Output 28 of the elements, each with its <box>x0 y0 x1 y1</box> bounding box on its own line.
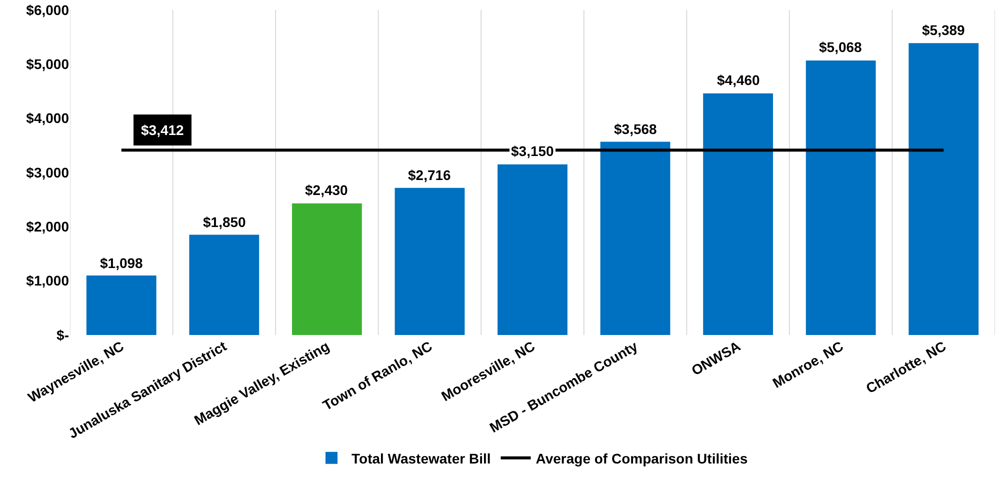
bar <box>292 203 362 335</box>
y-tick-label: $6,000 <box>26 2 70 18</box>
y-tick-label: $2,000 <box>26 218 70 235</box>
data-label: $3,568 <box>614 121 658 137</box>
bar <box>189 234 260 335</box>
bar <box>86 276 156 335</box>
data-label: $2,430 <box>305 182 348 198</box>
data-label: $2,716 <box>408 167 452 183</box>
bar <box>394 188 465 335</box>
y-tick-label: $1,000 <box>26 272 70 289</box>
data-label: $5,389 <box>922 22 966 38</box>
bar <box>703 93 773 335</box>
y-tick-label: $5,000 <box>26 56 70 72</box>
data-label: $5,068 <box>819 39 862 55</box>
y-tick-label: $- <box>56 326 70 343</box>
data-label: $1,850 <box>203 214 246 230</box>
data-label: $3,150 <box>511 143 554 159</box>
data-label: $1,098 <box>100 255 144 271</box>
bar <box>908 43 979 335</box>
y-tick-label: $3,000 <box>26 164 70 180</box>
y-tick-label: $4,000 <box>26 110 70 126</box>
bar <box>600 142 670 335</box>
legend-label: Average of Comparison Utilities <box>536 450 748 466</box>
data-label: $3,412 <box>141 122 184 138</box>
bar <box>498 164 568 335</box>
data-label: $4,460 <box>717 72 760 88</box>
bar <box>806 60 876 335</box>
legend-label: Total Wastewater Bill <box>352 450 491 466</box>
